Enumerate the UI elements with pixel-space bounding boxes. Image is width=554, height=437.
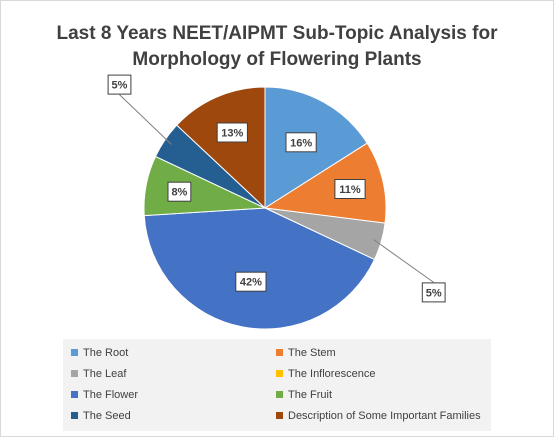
legend-label-the-root: The Root — [83, 347, 129, 359]
pie-slice-the-stem — [263, 142, 387, 224]
legend-item-the-flower: The Flower — [71, 386, 138, 404]
data-label-description-of-some-important-families: 13% — [216, 122, 248, 143]
legend-label-the-inflorescence: The Inflorescence — [288, 368, 376, 380]
legend-swatch-the-flower — [71, 390, 78, 398]
legend-swatch-the-seed — [71, 411, 78, 419]
pie-chart: 16% 11% 5% 42% 8% 5% 13% — [107, 74, 446, 330]
legend: The Root The Stem The Leaf The Inflorescenc… — [63, 339, 491, 431]
legend-item-the-leaf: The Leaf — [71, 365, 126, 383]
chart-title: Last 8 Years NEET/AIPMT Sub-Topic Analys… — [1, 21, 553, 73]
svg-text:13%: 13% — [221, 128, 243, 140]
legend-swatch-the-fruit — [276, 390, 283, 398]
svg-text:5%: 5% — [112, 80, 128, 92]
pie-slice-the-flower — [143, 207, 376, 330]
legend-swatch-the-inflorescence — [276, 369, 283, 377]
data-label-the-fruit: 8% — [167, 181, 192, 202]
legend-item-the-inflorescence: The Inflorescence — [276, 365, 375, 383]
legend-item-the-fruit: The Fruit — [276, 386, 332, 404]
legend-swatch-description-of-some-important-families — [276, 411, 283, 419]
legend-swatch-the-leaf — [71, 369, 78, 377]
legend-label-the-seed: The Seed — [83, 410, 131, 422]
data-label-the-stem: 11% — [334, 179, 366, 199]
legend-label-the-flower: The Flower — [83, 389, 139, 401]
legend-item-the-seed: The Seed — [71, 407, 131, 425]
leader-line-the-leaf — [373, 239, 434, 283]
legend-item-the-root: The Root — [71, 344, 128, 362]
legend-item-description-of-some-important-families: Description of Some Important Families — [276, 407, 481, 425]
svg-text:8%: 8% — [171, 187, 187, 199]
legend-label-the-stem: The Stem — [288, 347, 336, 359]
legend-label-description-of-some-important-families: Description of Some Important Families — [288, 410, 481, 422]
chart-title-line-2: Morphology of Flowering Plants — [132, 49, 422, 70]
svg-text:16%: 16% — [290, 137, 312, 149]
leader-line-the-seed — [119, 94, 172, 145]
legend-swatch-the-stem — [276, 348, 283, 356]
legend-item-the-stem: The Stem — [276, 344, 336, 362]
svg-text:11%: 11% — [339, 184, 361, 196]
data-label-the-leaf: 5% — [421, 282, 446, 303]
data-label-the-seed: 5% — [107, 74, 132, 95]
data-label-the-root: 16% — [285, 132, 317, 153]
pie-slice-description-of-some-important-families — [176, 86, 266, 210]
data-label-the-flower: 42% — [235, 271, 267, 292]
legend-label-the-leaf: The Leaf — [83, 368, 127, 380]
svg-text:5%: 5% — [426, 287, 442, 299]
chart-title-line-1: Last 8 Years NEET/AIPMT Sub-Topic Analys… — [56, 23, 498, 44]
legend-swatch-the-root — [71, 348, 78, 356]
legend-label-the-fruit: The Fruit — [288, 389, 333, 401]
svg-text:42%: 42% — [240, 277, 262, 289]
